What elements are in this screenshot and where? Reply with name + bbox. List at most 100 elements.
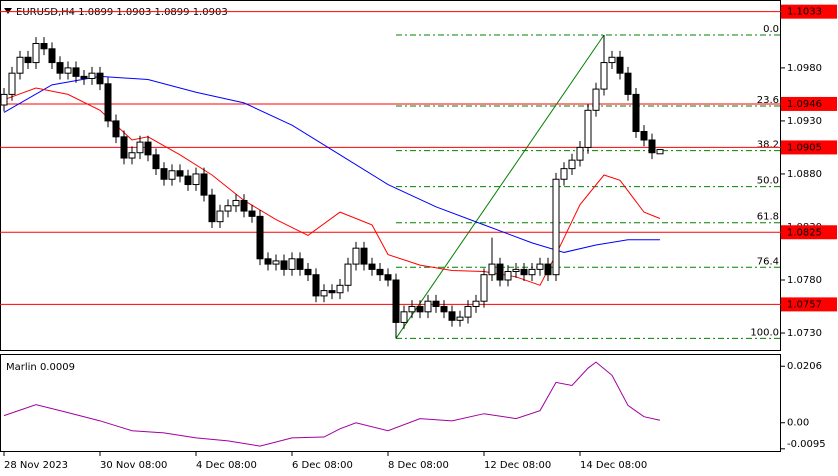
level-label: 1.0905 bbox=[787, 142, 822, 153]
x-tick-label: 14 Dec 08:00 bbox=[580, 460, 647, 471]
moving-average bbox=[3, 87, 661, 286]
candle-body bbox=[640, 131, 648, 141]
chart-title: EURUSD,H4 1.0899 1.0903 1.0899 1.0903 bbox=[16, 7, 228, 18]
candle-body bbox=[64, 67, 72, 74]
level-box bbox=[781, 96, 837, 111]
candle-body bbox=[480, 274, 488, 302]
candle-body bbox=[584, 109, 592, 148]
candle-body bbox=[320, 290, 328, 297]
y-tick-label: 1.0780 bbox=[787, 275, 822, 286]
menu-arrow bbox=[4, 8, 12, 14]
candle-body bbox=[448, 311, 456, 321]
candle-body bbox=[0, 93, 8, 106]
candle-body bbox=[440, 306, 448, 313]
main-panel bbox=[0, 0, 781, 351]
candle-body bbox=[272, 260, 280, 265]
candle-body bbox=[328, 290, 336, 294]
candle-body bbox=[536, 263, 544, 270]
level-label: 1.1033 bbox=[787, 7, 822, 18]
candle-body bbox=[352, 247, 360, 265]
candle-body bbox=[176, 170, 184, 177]
y-tick-label: 1.0930 bbox=[787, 116, 822, 127]
candle-body bbox=[248, 210, 256, 217]
fib-label: 0.0 bbox=[763, 24, 779, 35]
candle-body bbox=[168, 170, 176, 180]
level-box bbox=[781, 225, 837, 240]
level-box bbox=[781, 140, 837, 155]
fib-label: 100.0 bbox=[750, 327, 779, 338]
candle-body bbox=[264, 258, 272, 265]
candle-body bbox=[112, 120, 120, 138]
candle-body bbox=[432, 300, 440, 308]
level-box bbox=[781, 297, 837, 312]
candle-body bbox=[504, 271, 512, 281]
x-tick-label: 30 Nov 08:00 bbox=[100, 460, 167, 471]
candle-body bbox=[592, 88, 600, 111]
candle-body bbox=[56, 62, 64, 74]
candle-body bbox=[456, 316, 464, 321]
candle-body bbox=[48, 48, 56, 64]
candle-body bbox=[376, 268, 384, 276]
candle-body bbox=[600, 62, 608, 90]
y-tick-label: 1.0880 bbox=[787, 169, 822, 180]
candle-body bbox=[88, 72, 96, 79]
indicator-panel bbox=[0, 354, 781, 452]
x-tick-label: 12 Dec 08:00 bbox=[484, 460, 551, 471]
candle-body bbox=[40, 42, 48, 50]
candle-body bbox=[488, 263, 496, 276]
candle-body bbox=[392, 279, 400, 323]
candle-body bbox=[464, 306, 472, 318]
candle-body bbox=[144, 141, 152, 156]
candle-body bbox=[192, 173, 200, 186]
candle-body bbox=[336, 284, 344, 294]
candle-body bbox=[416, 306, 424, 313]
candle-body bbox=[216, 210, 224, 223]
candle-body bbox=[200, 173, 208, 196]
candle-body bbox=[32, 42, 40, 64]
level-label: 1.0825 bbox=[787, 227, 822, 238]
candle-body bbox=[400, 311, 408, 323]
candle-body bbox=[96, 72, 104, 85]
x-tick-label: 6 Dec 08:00 bbox=[292, 460, 353, 471]
candle-body bbox=[656, 149, 664, 155]
fib-label: 38.2 bbox=[757, 140, 779, 151]
candle-body bbox=[424, 300, 432, 313]
fib-label: 76.4 bbox=[757, 256, 779, 267]
candle-body bbox=[160, 168, 168, 180]
candle-body bbox=[80, 75, 88, 79]
candle-body bbox=[632, 93, 640, 133]
candle-body bbox=[24, 56, 32, 64]
candle-body bbox=[384, 274, 392, 281]
candle-body bbox=[512, 268, 520, 273]
fib-label: 50.0 bbox=[757, 176, 779, 187]
candle-body bbox=[616, 56, 624, 74]
candle-body bbox=[568, 159, 576, 170]
candle-body bbox=[648, 139, 656, 154]
candle-body bbox=[552, 178, 560, 276]
fib-label: 61.8 bbox=[757, 212, 779, 223]
candle-body bbox=[496, 263, 504, 281]
candle-body bbox=[224, 205, 232, 212]
candle-body bbox=[256, 215, 264, 260]
candle-body bbox=[544, 263, 552, 276]
candle-body bbox=[8, 72, 16, 95]
candle-body bbox=[344, 263, 352, 286]
indicator-label: Marlin 0.0009 bbox=[6, 362, 75, 373]
level-label: 1.0757 bbox=[787, 299, 822, 310]
candle-body bbox=[184, 175, 192, 186]
candle-body bbox=[16, 56, 24, 74]
y-tick-label: 0.00 bbox=[787, 418, 809, 429]
candle-body bbox=[368, 263, 376, 270]
candle-body bbox=[136, 141, 144, 154]
candle-body bbox=[72, 67, 80, 77]
candle-body bbox=[280, 260, 288, 270]
fib-label: 23.6 bbox=[757, 95, 779, 106]
candle-body bbox=[240, 199, 248, 212]
candle-body bbox=[360, 247, 368, 265]
candle-body bbox=[624, 72, 632, 95]
candle-body bbox=[120, 136, 128, 159]
x-tick-label: 28 Nov 2023 bbox=[4, 460, 68, 471]
